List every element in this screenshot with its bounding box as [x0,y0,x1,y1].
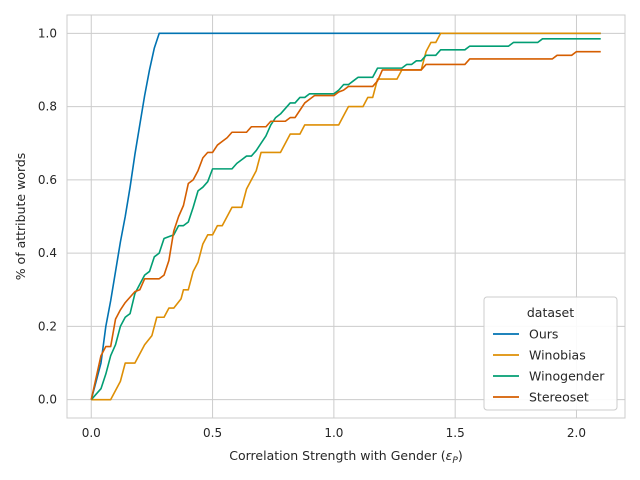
y-tick-label: 0.2 [38,319,57,333]
x-tick-label: 1.5 [446,426,465,440]
series-line-winobias [91,32,601,401]
plot-area [66,14,626,419]
y-tick-label: 0.8 [38,100,57,114]
x-tick-label: 0.5 [203,426,222,440]
legend-label-stereoset: Stereoset [529,390,589,405]
series-line-winogender [90,38,601,401]
x-axis-label: Correlation Strength with Gender (εP) [229,448,462,466]
x-tick-label: 0.0 [82,426,101,440]
x-axis-ticks: 0.0 0.5 1.0 1.5 2.0 [82,426,586,440]
y-axis-label: % of attribute words [13,153,28,281]
x-tick-label: 2.0 [567,426,586,440]
legend-items: Ours Winobias Winogender Stereoset [493,327,605,405]
y-tick-label: 0.6 [38,173,57,187]
y-axis-ticks: 0.0 0.2 0.4 0.6 0.8 1.0 [38,26,57,406]
x-tick-label: 1.0 [324,426,343,440]
legend-label-ours: Ours [529,327,558,342]
legend-label-winogender: Winogender [529,369,605,384]
series-line-stereoset [90,50,601,400]
series-line-ours [90,32,601,400]
series-lines [90,32,601,401]
legend-title: dataset [527,305,574,320]
legend-label-winobias: Winobias [529,348,586,363]
y-tick-label: 1.0 [38,26,57,40]
legend-box [483,296,618,411]
y-tick-label: 0.0 [38,393,57,407]
y-tick-label: 0.4 [38,246,57,260]
legend: dataset Ours Winobias Winogender Stereoset [483,296,618,411]
